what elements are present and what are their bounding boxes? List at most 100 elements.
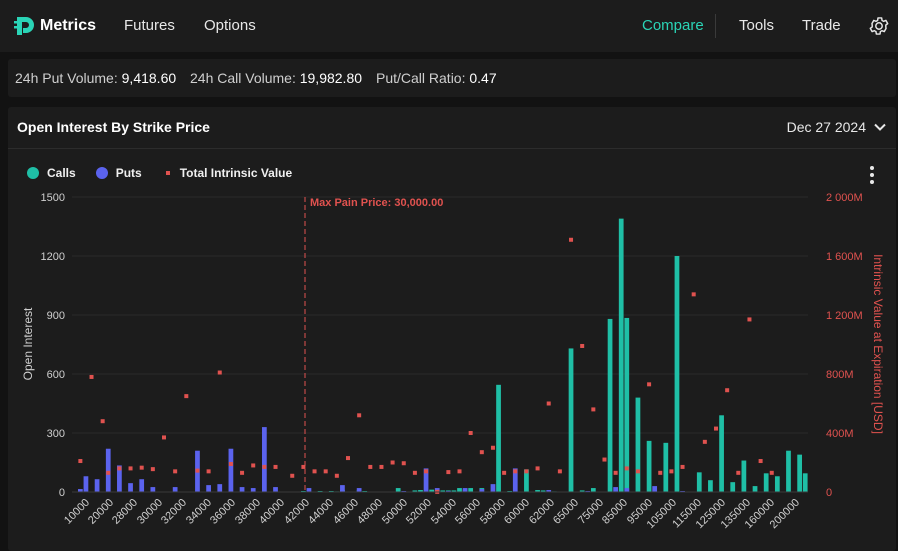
put-bar (150, 487, 156, 492)
call-bar (741, 460, 747, 492)
put-bar (490, 484, 496, 492)
call-bar (412, 490, 418, 492)
intrinsic-value-point (557, 469, 562, 474)
y2-tick-label: 1 200M (826, 310, 863, 322)
y2-tick-label: 0 (826, 487, 832, 499)
brand-icon (14, 17, 34, 35)
nav-options[interactable]: Options (204, 17, 256, 34)
volume-stats-bar: 24h Put Volume: 9,418.60 24h Call Volume… (8, 59, 896, 97)
put-bar (423, 468, 429, 492)
intrinsic-value-point (747, 317, 752, 322)
call-bar (719, 415, 724, 492)
x-tick-label: 32000 (159, 497, 189, 527)
put-bar (105, 448, 111, 492)
puts-dot-icon (95, 167, 108, 179)
intrinsic-value-point (240, 470, 245, 475)
brand-logo[interactable]: Metrics (14, 14, 96, 38)
intrinsic-value-point (524, 469, 529, 474)
max-pain-label: Max Pain Price: 30,000.00 (310, 197, 443, 209)
expiry-date-select[interactable]: Dec 27 2024 (787, 119, 886, 135)
intrinsic-value-point (106, 470, 111, 475)
put-bar (239, 487, 245, 492)
call-bar (568, 348, 574, 492)
x-tick-label: 34000 (184, 497, 214, 527)
intrinsic-value-point (669, 469, 674, 474)
intrinsic-value-point (457, 469, 462, 474)
legend-puts[interactable]: Puts (95, 166, 142, 180)
nav-tools[interactable]: Tools (739, 17, 775, 34)
intrinsic-value-point (479, 450, 484, 455)
y2-axis-title: Intrinsic Value at Expiration [USD] (871, 254, 885, 434)
y2-tick-label: 1 600M (826, 251, 863, 263)
x-tick-label: 48000 (355, 497, 385, 527)
intrinsic-value-point (424, 469, 429, 474)
intrinsic-value-point (128, 466, 133, 471)
x-tick-label: 46000 (331, 497, 361, 527)
intrinsic-value-point (173, 469, 178, 474)
intrinsic-value-point (658, 470, 663, 475)
put-bar (172, 487, 178, 492)
intrinsic-value-point (591, 407, 596, 412)
put-volume-value: 9,418.60 (121, 70, 177, 86)
call-bar (774, 476, 780, 492)
intrinsic-value-point (162, 435, 166, 440)
put-call-ratio-stat: Put/Call Ratio: 0.47 (376, 70, 497, 86)
intrinsic-value-point (312, 469, 317, 474)
intrinsic-value-point (691, 292, 696, 297)
intrinsic-value-point (758, 459, 763, 464)
put-bar (139, 479, 145, 492)
x-tick-label: 20000 (86, 497, 116, 527)
intrinsic-value-point (100, 419, 105, 424)
intrinsic-value-point (290, 473, 295, 478)
call-bar (618, 218, 624, 492)
call-bar (752, 486, 758, 492)
call-volume-value: 19,982.80 (299, 70, 363, 86)
chevron-down-icon (874, 123, 886, 131)
call-bar (395, 488, 401, 492)
call-bar (496, 384, 501, 492)
intrinsic-value-point (301, 464, 306, 469)
x-tick-label: 54000 (429, 497, 459, 527)
legend-calls[interactable]: Calls (27, 166, 76, 180)
call-bar (708, 480, 713, 492)
intrinsic-value-point (412, 470, 417, 475)
settings-gear-icon[interactable] (868, 15, 890, 37)
x-tick-label: 30000 (135, 497, 165, 527)
put-bar (117, 465, 122, 492)
y-tick-label: 600 (47, 369, 65, 381)
put-bar (206, 485, 211, 492)
intrinsic-value-point (580, 343, 585, 348)
put-bar (613, 487, 619, 492)
call-bar (418, 490, 423, 492)
x-tick-label: 85000 (600, 497, 630, 527)
x-tick-label: 42000 (282, 497, 312, 527)
x-tick-label: 38000 (233, 497, 263, 527)
put-bar (546, 490, 552, 492)
y-tick-label: 0 (59, 487, 65, 499)
put-bar (273, 487, 278, 492)
intrinsic-value-point (546, 401, 551, 406)
nav-futures[interactable]: Futures (124, 17, 175, 34)
legend-calls-label: Calls (47, 166, 76, 180)
chart-menu-kebab-icon[interactable] (866, 165, 878, 185)
nav-trade[interactable]: Trade (802, 17, 841, 34)
nav-compare[interactable]: Compare (642, 17, 704, 34)
intrinsic-value-point (769, 470, 774, 475)
open-interest-panel: Open Interest By Strike Price Dec 27 202… (8, 107, 896, 551)
call-bar (802, 473, 808, 492)
intrinsic-value-point (390, 460, 395, 465)
legend-intrinsic[interactable]: Total Intrinsic Value (162, 166, 292, 180)
intrinsic-value-point (535, 466, 540, 471)
put-volume-label: 24h Put Volume: (15, 70, 118, 86)
call-bar (663, 442, 669, 492)
intrinsic-value-point (401, 461, 406, 466)
panel-divider (8, 148, 896, 149)
call-bar (524, 469, 529, 492)
call-bar (457, 488, 462, 492)
intrinsic-value-point (613, 470, 618, 475)
intrinsic-value-point (139, 465, 144, 470)
x-tick-label: 56000 (453, 497, 483, 527)
put-bar (306, 488, 312, 492)
y2-tick-label: 2 000M (826, 192, 863, 204)
put-bar (217, 484, 223, 492)
